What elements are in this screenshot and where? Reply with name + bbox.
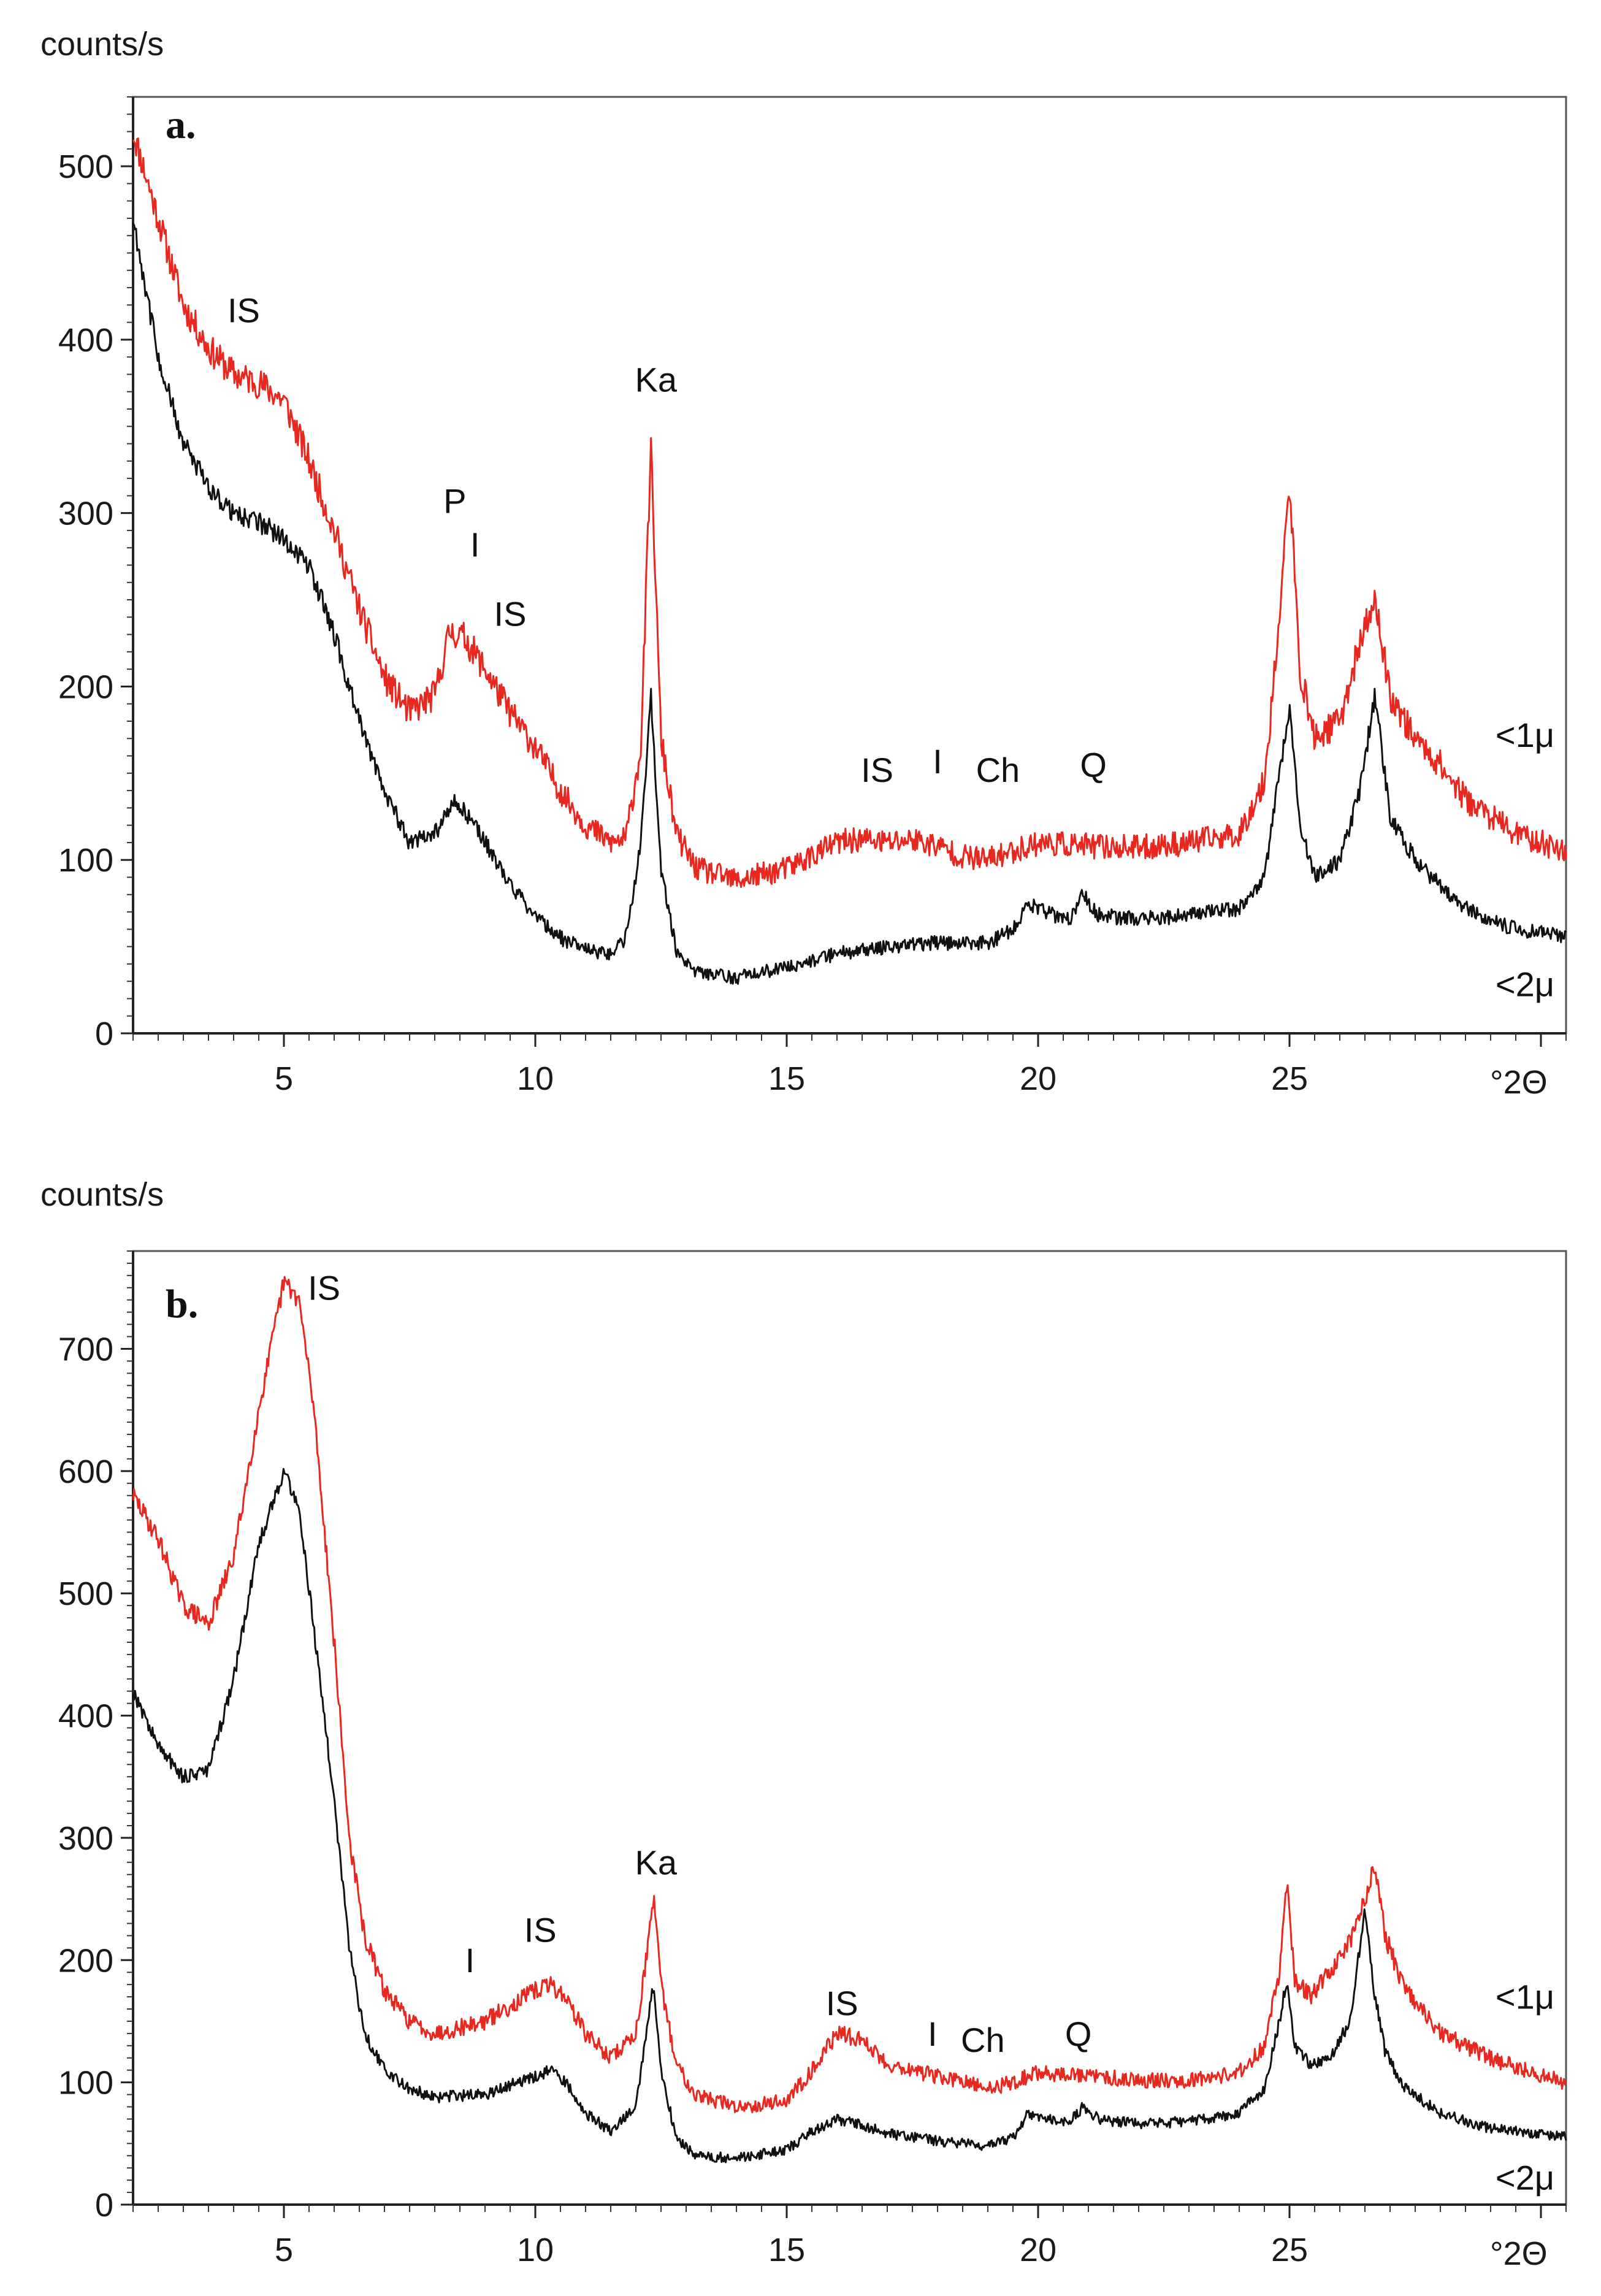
panel-b-peak-label: Ka [635,1843,678,1882]
panel-a-series-label: <2μ [1496,965,1554,1003]
panel-a-series-lt2micron-line [132,222,1567,985]
panel-a-peak-label: IS [494,594,527,633]
panel-b-peak-label: Q [1065,2015,1092,2053]
panel-b-y-tick-label: 100 [58,2065,113,2102]
panel-b-x-tick-label: 25 [1271,2232,1308,2268]
panel-b-peak-label: IS [826,1984,858,2022]
panel-b-y-tick-label: 0 [95,2187,113,2224]
panel-a-y-tick-label: 200 [58,668,113,705]
panel-b-ticks: 0 100 200 300 400 500 600 700 5 10 15 20 25 [58,1250,1567,2268]
panel-b-labels: <1μ <2μ IS I IS Ka IS I Ch Q [308,1269,1554,2197]
panel-a-peak-label: Ka [635,361,678,399]
panel-b-y-unit-label: counts/s [40,1176,164,1213]
panel-a-y-tick-label: 300 [58,496,113,532]
panel-a-x-tick-label: 5 [275,1060,293,1097]
panel-b-y-tick-label: 500 [58,1575,113,1612]
panel-b-x-tick-label: 15 [768,2232,805,2268]
panel-a-peak-label: I [470,525,480,564]
panel-a-y-tick-label: 400 [58,322,113,359]
panel-b-series-label: <2μ [1496,2158,1554,2197]
panel-b-series-lt2micron-line [132,1468,1567,2164]
panel-a-y-unit-label: counts/s [40,26,164,63]
panel-a-peak-label: I [933,742,942,781]
panel-a-x-tick-label: 15 [768,1060,805,1097]
panel-b-x-tick-label: 20 [1020,2232,1057,2268]
panel-a-x-tick-label: 10 [517,1060,554,1097]
panel-a-peak-label: P [443,482,466,521]
panel-a-chart: counts/s 0 100 200 300 400 500 5 10 15 20 25 <1μ <2… [40,26,1567,1101]
panel-b-y-tick-label: 300 [58,1820,113,1857]
panel-b-curves [132,1276,1567,2164]
panel-b-label: b. [166,1282,198,1326]
panel-b-peak-label: I [928,2015,938,2053]
panel-a-x-tick-label: 20 [1020,1060,1057,1097]
panel-a-y-tick-label: 100 [58,842,113,879]
panel-a-series-label: <1μ [1496,716,1554,754]
panel-a-peak-label: IS [227,291,260,330]
panel-a-series-lt1micron-line [132,137,1567,888]
panel-a-ticks: 0 100 200 300 400 500 5 10 15 20 25 [58,96,1567,1097]
panel-a-label: a. [166,102,196,147]
panel-b-y-tick-label: 700 [58,1331,113,1368]
panel-b-y-tick-label: 600 [58,1453,113,1490]
panel-b-chart: counts/s 0 100 200 300 400 500 600 700 5 10 15 20 25… [40,1176,1567,2272]
panel-b-peak-label: IS [308,1269,340,1307]
panel-a-peak-label: Q [1080,745,1107,784]
panel-a-curves [132,137,1567,985]
panel-b-peak-label: I [465,1941,475,1980]
panel-b-peak-label: IS [524,1910,557,1949]
panel-a-peak-label: IS [861,751,893,789]
panel-a-y-tick-label: 500 [58,148,113,185]
panel-b-x-tick-label: 5 [275,2232,293,2268]
panel-b-series-lt1micron-line [132,1276,1567,2113]
panel-b-y-tick-label: 200 [58,1942,113,1979]
panel-a-x-tick-label: 25 [1271,1060,1308,1097]
panel-b-x-tick-label: 10 [517,2232,554,2268]
panel-a-y-tick-label: 0 [95,1016,113,1052]
panel-b-peak-label: Ch [961,2021,1005,2059]
panel-b-series-label: <1μ [1496,1978,1554,2016]
panel-b-y-tick-label: 400 [58,1698,113,1735]
panel-a-x-unit-label: °2Θ [1490,1064,1548,1101]
panel-b-x-unit-label: °2Θ [1490,2235,1548,2272]
panel-a-peak-label: Ch [976,751,1020,789]
